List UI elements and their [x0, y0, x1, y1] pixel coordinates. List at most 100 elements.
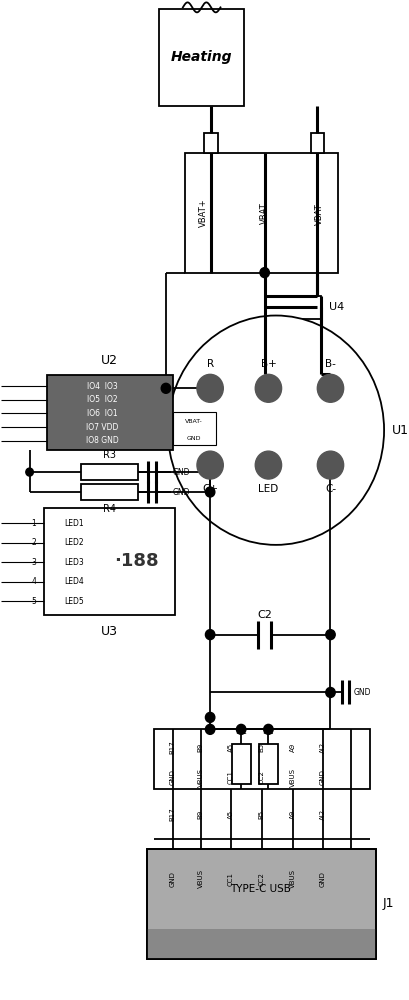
Text: CC1: CC1 — [228, 770, 234, 784]
Text: 4: 4 — [31, 577, 36, 586]
Circle shape — [236, 724, 246, 734]
Text: U3: U3 — [101, 625, 118, 638]
Text: GND: GND — [320, 871, 326, 887]
Text: TYPE-C USB: TYPE-C USB — [230, 884, 291, 894]
Bar — [81, 484, 138, 500]
Bar — [160, 9, 244, 106]
Text: VBUS: VBUS — [198, 869, 204, 888]
Text: VBAT-: VBAT- — [185, 419, 203, 424]
Text: IO4  IO3: IO4 IO3 — [87, 382, 117, 391]
Text: GND: GND — [173, 488, 190, 497]
Bar — [147, 849, 375, 959]
Text: AI2: AI2 — [320, 809, 326, 820]
Circle shape — [326, 687, 335, 697]
Text: B9: B9 — [198, 743, 204, 752]
Text: GND: GND — [354, 688, 371, 697]
Text: GND: GND — [169, 769, 175, 785]
Bar — [47, 375, 173, 450]
Bar — [147, 929, 375, 959]
Text: IO5  IO2: IO5 IO2 — [87, 395, 117, 404]
Circle shape — [317, 374, 344, 402]
Text: B+: B+ — [261, 359, 276, 369]
Text: R2: R2 — [263, 727, 274, 736]
Circle shape — [197, 374, 223, 402]
Circle shape — [264, 724, 273, 734]
Text: VBAT: VBAT — [260, 202, 269, 224]
Text: B5: B5 — [259, 810, 265, 819]
Text: B-: B- — [325, 359, 336, 369]
Text: IO8 GND: IO8 GND — [85, 436, 118, 445]
Circle shape — [317, 451, 344, 479]
Text: LED: LED — [258, 484, 279, 494]
Text: GND: GND — [173, 468, 190, 477]
Text: R3: R3 — [103, 450, 116, 460]
Text: A5: A5 — [228, 743, 234, 752]
Text: ·188: ·188 — [114, 552, 159, 570]
Bar — [147, 849, 375, 959]
Bar — [265, 296, 321, 319]
Text: LED4: LED4 — [64, 577, 84, 586]
Text: VBAT-: VBAT- — [315, 201, 324, 225]
Bar — [232, 744, 251, 784]
Text: U4: U4 — [328, 302, 344, 312]
Text: LED1: LED1 — [64, 519, 84, 528]
Circle shape — [161, 383, 171, 393]
Text: R4: R4 — [103, 504, 116, 514]
Bar — [173, 412, 216, 445]
Text: U2: U2 — [101, 354, 118, 367]
Text: B17: B17 — [169, 740, 175, 754]
Bar — [44, 508, 175, 615]
Text: LED2: LED2 — [64, 538, 84, 547]
Text: LED3: LED3 — [64, 558, 84, 567]
Text: GND: GND — [187, 436, 201, 441]
Bar — [185, 153, 338, 273]
Text: A9: A9 — [290, 810, 296, 819]
Text: C-: C- — [325, 484, 336, 494]
Text: CC1: CC1 — [228, 872, 234, 886]
Text: B9: B9 — [198, 810, 204, 819]
Text: VBUS: VBUS — [290, 768, 296, 787]
Text: VBUS: VBUS — [198, 768, 204, 787]
Circle shape — [197, 451, 223, 479]
Circle shape — [205, 487, 215, 497]
Text: C+: C+ — [202, 484, 218, 494]
Text: IO6  IO1: IO6 IO1 — [87, 409, 117, 418]
Text: IO7 VDD: IO7 VDD — [86, 423, 118, 432]
Text: CC2: CC2 — [259, 770, 265, 784]
Text: J1: J1 — [382, 897, 394, 910]
Circle shape — [326, 630, 335, 640]
Text: 5: 5 — [31, 597, 36, 606]
Text: A5: A5 — [228, 810, 234, 819]
Circle shape — [260, 268, 270, 278]
Bar — [204, 133, 218, 153]
Circle shape — [205, 712, 215, 722]
Text: GND: GND — [320, 769, 326, 785]
Text: Heating: Heating — [171, 50, 232, 64]
Text: AI2: AI2 — [320, 742, 326, 753]
Text: 1: 1 — [31, 519, 36, 528]
Bar — [81, 464, 138, 480]
Bar — [259, 744, 278, 784]
Text: B5: B5 — [259, 743, 265, 752]
Circle shape — [205, 724, 215, 734]
Text: U1: U1 — [391, 424, 409, 437]
Text: 3: 3 — [31, 558, 36, 567]
Text: 2: 2 — [31, 538, 36, 547]
Circle shape — [168, 316, 384, 545]
Text: VBAT+: VBAT+ — [199, 198, 208, 227]
Text: LED5: LED5 — [64, 597, 84, 606]
Circle shape — [255, 374, 281, 402]
Text: A9: A9 — [290, 743, 296, 752]
Text: R: R — [207, 359, 213, 369]
Bar — [154, 729, 370, 789]
Circle shape — [255, 451, 281, 479]
Bar — [311, 133, 324, 153]
Text: C2: C2 — [257, 610, 272, 620]
Text: GND: GND — [169, 871, 175, 887]
Text: B17: B17 — [169, 807, 175, 821]
Text: VBUS: VBUS — [290, 869, 296, 888]
Text: R1: R1 — [235, 727, 247, 736]
Text: CC2: CC2 — [259, 872, 265, 886]
Circle shape — [26, 468, 34, 476]
Circle shape — [205, 630, 215, 640]
